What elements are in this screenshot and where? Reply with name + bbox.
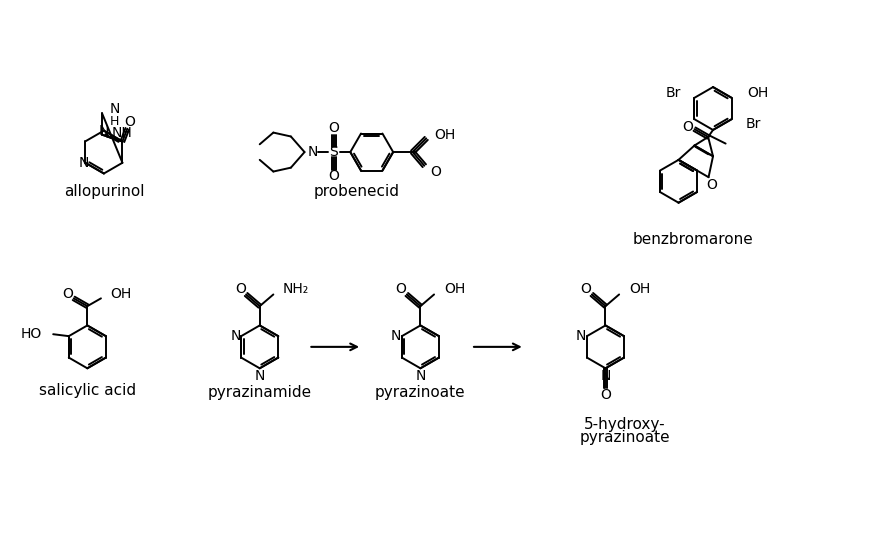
Text: O: O <box>430 164 441 178</box>
Text: N: N <box>576 329 587 343</box>
Text: pyrazinamide: pyrazinamide <box>208 385 312 400</box>
Text: O: O <box>328 121 340 135</box>
Text: N: N <box>391 329 402 343</box>
Text: N: N <box>255 369 265 383</box>
Text: O: O <box>600 388 611 403</box>
Text: N: N <box>110 103 120 116</box>
Text: NH₂: NH₂ <box>283 281 309 296</box>
Text: S: S <box>329 145 338 159</box>
Text: probenecid: probenecid <box>314 184 400 199</box>
Text: O: O <box>124 115 134 129</box>
Text: N: N <box>230 329 240 343</box>
Text: OH: OH <box>629 281 650 296</box>
Text: pyrazinoate: pyrazinoate <box>375 385 465 400</box>
Text: allopurinol: allopurinol <box>64 184 144 199</box>
Text: H: H <box>110 115 120 128</box>
Text: Br: Br <box>746 117 760 131</box>
Text: benzbromarone: benzbromarone <box>633 232 753 247</box>
Text: OH: OH <box>111 287 132 302</box>
Text: O: O <box>683 120 693 134</box>
Text: O: O <box>706 178 717 192</box>
Text: pyrazinoate: pyrazinoate <box>580 430 670 445</box>
Text: N: N <box>99 124 109 138</box>
Text: O: O <box>395 281 407 296</box>
Text: OH: OH <box>747 86 768 100</box>
Text: O: O <box>235 281 245 296</box>
Text: OH: OH <box>443 281 465 296</box>
Text: N: N <box>416 369 426 383</box>
Text: O: O <box>328 169 340 183</box>
Text: HO: HO <box>20 327 42 341</box>
Text: O: O <box>62 287 73 302</box>
Text: O: O <box>581 281 591 296</box>
Text: N: N <box>307 145 318 159</box>
Text: N: N <box>79 156 88 170</box>
Text: N: N <box>601 369 611 383</box>
Text: NH: NH <box>112 126 133 140</box>
Text: 5-hydroxy-: 5-hydroxy- <box>584 417 666 433</box>
Text: OH: OH <box>434 128 456 142</box>
Text: salicylic acid: salicylic acid <box>38 383 136 398</box>
Text: Br: Br <box>665 86 681 100</box>
